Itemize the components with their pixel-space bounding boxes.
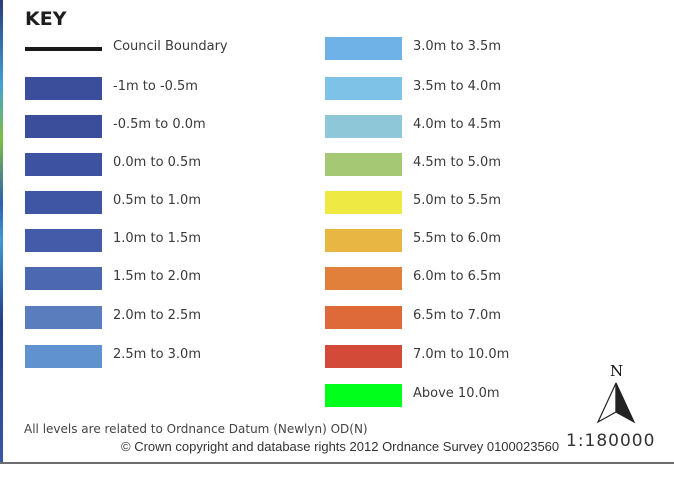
map-edge (0, 0, 3, 462)
color-swatch (25, 115, 102, 138)
color-swatch (325, 345, 402, 368)
legend-label: 1.0m to 1.5m (113, 231, 201, 246)
copyright-notice: © Crown copyright and database rights 20… (121, 439, 560, 454)
legend-label: 4.5m to 5.0m (413, 155, 501, 170)
datum-note: All levels are related to Ordnance Datum… (24, 422, 368, 436)
legend-label: 1.5m to 2.0m (113, 269, 201, 284)
color-swatch (325, 306, 402, 329)
legend-label: 3.0m to 3.5m (413, 39, 501, 54)
legend-label: 2.5m to 3.0m (113, 347, 201, 362)
color-swatch (25, 229, 102, 252)
frame-divider (0, 462, 674, 464)
north-arrow-icon (596, 382, 636, 424)
color-swatch (325, 384, 402, 407)
color-swatch (25, 306, 102, 329)
legend-label: 6.5m to 7.0m (413, 308, 501, 323)
color-swatch (325, 229, 402, 252)
legend-label: 5.5m to 6.0m (413, 231, 501, 246)
north-letter: N (610, 362, 624, 380)
legend-label: -0.5m to 0.0m (113, 117, 206, 132)
color-swatch (325, 191, 402, 214)
color-swatch (25, 345, 102, 368)
legend-label: Council Boundary (113, 39, 228, 54)
legend-label: Above 10.0m (413, 386, 500, 401)
north-arrow: N (592, 362, 640, 426)
color-swatch (325, 37, 402, 60)
legend-label: 4.0m to 4.5m (413, 117, 501, 132)
color-swatch (325, 153, 402, 176)
color-swatch (325, 115, 402, 138)
color-swatch (25, 153, 102, 176)
color-swatch (325, 267, 402, 290)
legend-label: 0.5m to 1.0m (113, 193, 201, 208)
legend-label: 5.0m to 5.5m (413, 193, 501, 208)
boundary-line-swatch (25, 47, 102, 51)
legend-label: -1m to -0.5m (113, 79, 198, 94)
color-swatch (325, 77, 402, 100)
color-swatch (25, 77, 102, 100)
legend-label: 6.0m to 6.5m (413, 269, 501, 284)
legend-label: 3.5m to 4.0m (413, 79, 501, 94)
legend-label: 2.0m to 2.5m (113, 308, 201, 323)
key-title: KEY (25, 8, 67, 30)
legend-label: 0.0m to 0.5m (113, 155, 201, 170)
scale-text: 1:180000 (566, 431, 656, 451)
color-swatch (25, 267, 102, 290)
color-swatch (25, 191, 102, 214)
legend-label: 7.0m to 10.0m (413, 347, 510, 362)
